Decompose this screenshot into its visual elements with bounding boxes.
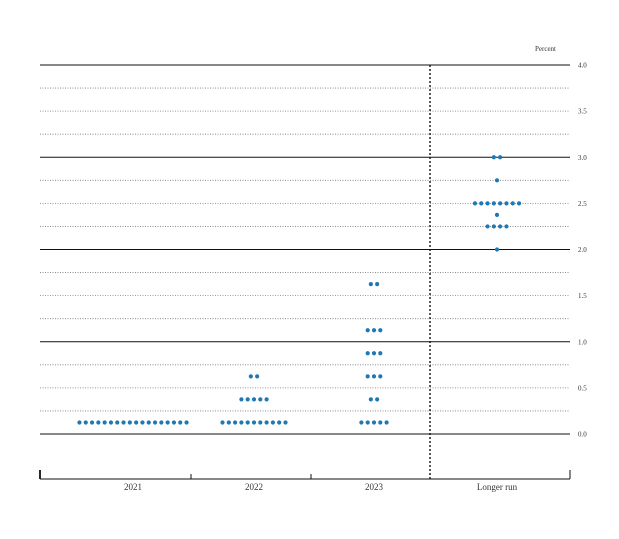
dot-point	[159, 420, 164, 425]
dot-point	[368, 397, 373, 402]
dot-point	[491, 155, 496, 160]
dot-point	[83, 420, 88, 425]
dot-point	[165, 420, 170, 425]
dot-point	[498, 155, 503, 160]
dot-point	[152, 420, 158, 425]
labels-layer: Percent 0.0 0.5 1.0 1.5 2.0 2.5 3.0 3.5 4.0 2021 2…	[124, 45, 587, 492]
x-category-label: 2023	[365, 482, 384, 492]
dot-point	[510, 201, 515, 206]
dot-point	[472, 201, 478, 206]
dot-point	[498, 224, 503, 229]
dot-point	[258, 420, 263, 425]
y-unit-label: Percent	[535, 45, 556, 53]
dot-point	[371, 420, 377, 425]
dot-point	[485, 224, 490, 229]
dot-point	[115, 420, 120, 425]
dot-point	[102, 420, 107, 425]
dot-point	[378, 374, 383, 379]
y-tick-label: 1.5	[578, 292, 587, 300]
dot-point	[375, 281, 380, 287]
dot-point	[491, 224, 496, 229]
dot-point	[245, 397, 250, 402]
y-tick-label: 2.5	[578, 200, 587, 208]
dot-point	[77, 420, 82, 425]
dot-point	[504, 201, 509, 206]
dot-point	[516, 201, 522, 206]
dot-point	[251, 397, 257, 402]
dot-point	[277, 420, 282, 425]
dot-point	[171, 420, 177, 425]
dot-point	[371, 374, 377, 379]
dot-point	[378, 328, 383, 333]
dot-point	[365, 328, 370, 333]
dot-point	[233, 420, 238, 425]
dot-point	[146, 420, 151, 425]
dot-point	[494, 178, 500, 183]
y-tick-label: 2.0	[578, 246, 587, 254]
dot-point	[359, 420, 364, 425]
dot-point	[251, 420, 257, 425]
y-tick-label: 3.0	[578, 154, 587, 162]
dot-point	[283, 420, 288, 425]
dot-point	[479, 201, 484, 206]
dot-point	[127, 420, 132, 425]
dot-point	[239, 397, 244, 402]
dot-point	[258, 397, 263, 402]
dot-point	[485, 201, 490, 206]
dot-point	[494, 212, 500, 218]
dot-point	[378, 420, 383, 425]
dot-point	[494, 247, 500, 252]
dot-point	[365, 374, 370, 379]
dot-point	[504, 224, 509, 229]
dot-point	[245, 420, 250, 425]
dot-point	[270, 420, 275, 425]
dot-point	[375, 397, 380, 402]
x-category-label: Longer run	[477, 482, 518, 492]
dot-point	[184, 420, 189, 425]
dot-point	[220, 420, 225, 425]
dot-point	[226, 420, 231, 425]
dot-point	[248, 374, 253, 379]
grid-layer	[40, 64, 570, 435]
y-tick-label: 0.5	[578, 384, 587, 392]
dot-point	[491, 201, 496, 206]
y-tick-label: 4.0	[578, 62, 587, 70]
dot-point	[255, 374, 260, 379]
y-tick-label: 0.0	[578, 431, 587, 439]
dots-layer	[77, 155, 522, 425]
y-tick-label: 3.5	[578, 108, 587, 116]
dot-point	[121, 420, 126, 425]
dot-point	[264, 420, 269, 425]
dot-point	[365, 351, 370, 356]
dot-point	[96, 420, 101, 425]
dot-point	[498, 201, 503, 206]
dot-point	[368, 281, 373, 287]
dot-point	[365, 420, 370, 425]
dot-point	[378, 351, 383, 356]
dot-point	[371, 351, 377, 356]
dot-point	[239, 420, 244, 425]
dot-point	[89, 420, 95, 425]
dot-point	[108, 420, 114, 425]
y-tick-label: 1.0	[578, 338, 587, 346]
dot-point	[371, 328, 377, 333]
axis-layer	[39, 470, 571, 480]
x-category-label: 2021	[124, 482, 142, 492]
dot-point	[140, 420, 145, 425]
dot-point	[264, 397, 269, 402]
dot-point	[178, 420, 183, 425]
dot-point	[134, 420, 139, 425]
dot-point	[384, 420, 389, 425]
x-category-label: 2022	[245, 482, 263, 492]
